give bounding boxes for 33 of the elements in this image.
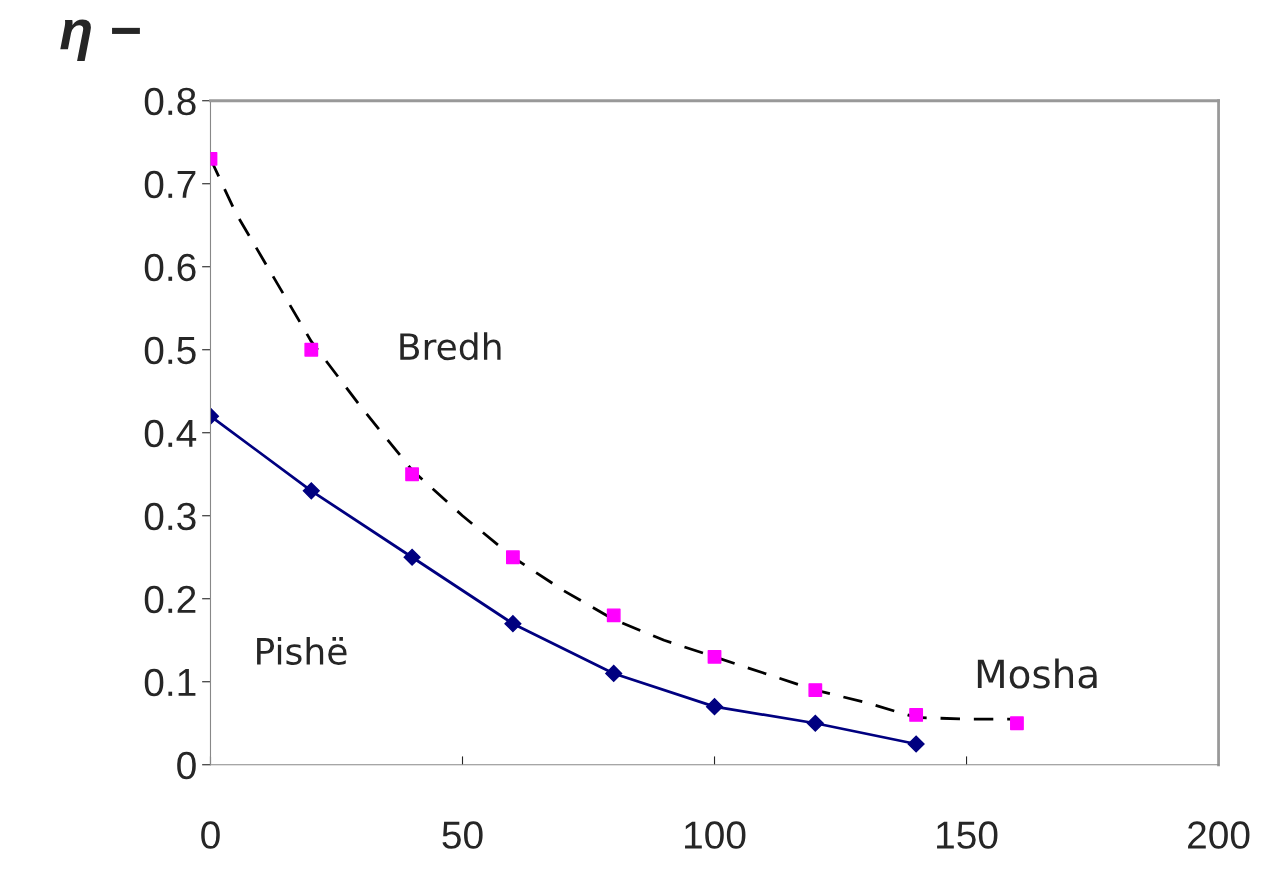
y-tick-label: 0.7 [144, 170, 196, 199]
x-tick-label: 200 [1188, 821, 1250, 849]
x-axis-title: Mosha [977, 658, 1097, 689]
y-tick-label: 0.6 [144, 253, 196, 282]
point [705, 698, 724, 716]
point [909, 708, 924, 722]
y-tick-label: 0.5 [144, 336, 196, 365]
point [403, 548, 421, 566]
point [606, 608, 621, 623]
point [304, 342, 319, 357]
point [505, 550, 520, 565]
x-tick-label: 150 [937, 821, 998, 849]
point [605, 664, 623, 682]
y-tick-label: 0.3 [144, 502, 196, 531]
point [806, 714, 824, 732]
y-tick-label: 0 [177, 751, 196, 780]
x-tick-label: 50 [442, 821, 483, 849]
point [707, 649, 722, 664]
point [302, 482, 320, 500]
point [907, 735, 925, 753]
y-tick-label: 0.1 [144, 668, 196, 697]
point [1010, 716, 1024, 731]
text: Pishë [257, 636, 347, 665]
y-tick-label: 0.2 [144, 585, 196, 614]
x-tick-label: 0 [201, 821, 220, 849]
y-tick-label: 0.8 [144, 87, 196, 116]
point [405, 467, 420, 482]
y-tick-label: 0.4 [144, 419, 197, 448]
y-axis-title: η − [60, 19, 140, 61]
point [808, 683, 823, 697]
x-tick-label: 100 [685, 821, 746, 849]
text: Bredh [400, 332, 501, 361]
point [504, 615, 522, 633]
